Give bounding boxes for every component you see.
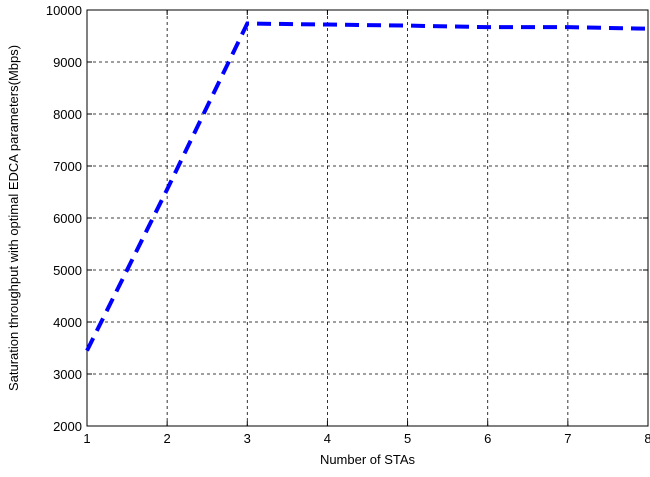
x-tick-label: 5 — [404, 431, 411, 446]
x-tick-label: 1 — [83, 431, 90, 446]
y-tick-label: 10000 — [46, 3, 82, 18]
x-tick-label: 6 — [484, 431, 491, 446]
y-tick-label: 9000 — [53, 55, 82, 70]
x-tick-label: 7 — [564, 431, 571, 446]
x-tick-label: 3 — [244, 431, 251, 446]
x-axis-label: Number of STAs — [320, 452, 416, 467]
y-axis-ticks: 2000 3000 4000 5000 6000 7000 8000 9000 10000 — [46, 3, 648, 434]
y-tick-label: 4000 — [53, 315, 82, 330]
y-tick-label: 8000 — [53, 107, 82, 122]
x-tick-label: 4 — [324, 431, 331, 446]
series-layer — [85, 21, 649, 352]
y-tick-label: 3000 — [53, 367, 82, 382]
x-axis-ticks: 1 2 3 4 5 6 7 8 — [83, 10, 650, 446]
y-axis-label: Saturation throughput with optimal EDCA … — [6, 45, 21, 391]
y-tick-label: 5000 — [53, 263, 82, 278]
series-line — [85, 21, 649, 352]
grid — [87, 10, 648, 426]
y-tick-label: 7000 — [53, 159, 82, 174]
y-tick-label: 2000 — [53, 419, 82, 434]
x-tick-label: 2 — [164, 431, 171, 446]
x-tick-label: 8 — [644, 431, 650, 446]
y-tick-label: 6000 — [53, 211, 82, 226]
